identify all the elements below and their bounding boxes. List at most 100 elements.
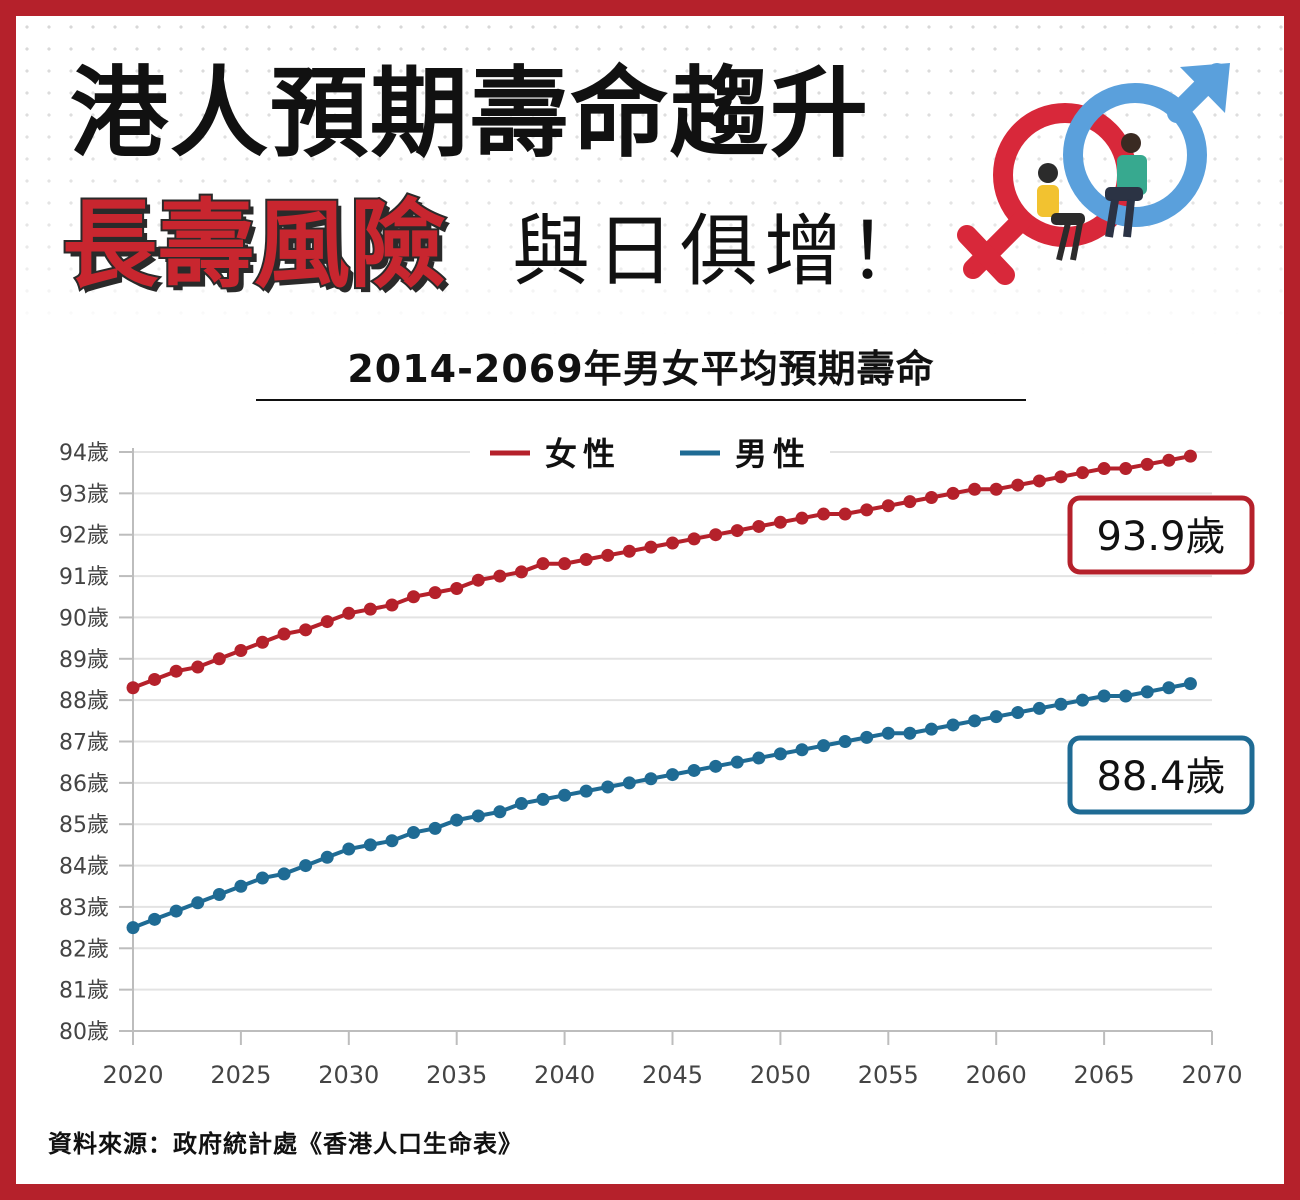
data-point-male bbox=[579, 784, 593, 798]
data-point-female bbox=[1140, 457, 1154, 471]
data-point-male bbox=[838, 735, 852, 748]
man-figure-icon bbox=[1105, 133, 1147, 238]
gender-symbol-illustration-icon bbox=[957, 63, 1230, 285]
end-value-label: 93.9歲 bbox=[1096, 514, 1225, 560]
data-point-female bbox=[126, 681, 140, 695]
data-point-female bbox=[795, 511, 809, 525]
data-point-male bbox=[363, 838, 377, 852]
data-point-female bbox=[644, 540, 658, 554]
end-value-callout-box bbox=[1067, 495, 1255, 575]
woman-figure-icon bbox=[1037, 163, 1085, 261]
data-point-male bbox=[709, 759, 723, 773]
x-tick-label: 2040 bbox=[534, 1061, 595, 1089]
data-point-male bbox=[752, 751, 766, 765]
data-point-female bbox=[471, 573, 485, 587]
x-tick-label: 2020 bbox=[102, 1061, 163, 1089]
y-tick-label: 80歲 bbox=[59, 1020, 109, 1045]
data-point-male bbox=[320, 850, 334, 864]
y-tick-label: 85歲 bbox=[59, 813, 109, 838]
data-point-male bbox=[1011, 706, 1025, 720]
x-tick-label: 2070 bbox=[1181, 1061, 1242, 1089]
data-point-female bbox=[536, 557, 550, 571]
data-point-female bbox=[1032, 474, 1046, 488]
data-point-male bbox=[1032, 701, 1046, 715]
data-point-female bbox=[1119, 462, 1133, 476]
data-point-male bbox=[622, 776, 636, 790]
data-point-male bbox=[795, 743, 809, 757]
y-tick-label: 93歲 bbox=[59, 482, 109, 507]
data-point-female bbox=[838, 507, 852, 521]
data-point-male bbox=[881, 726, 895, 740]
data-point-female bbox=[169, 664, 183, 678]
data-point-female bbox=[989, 482, 1003, 496]
data-point-male bbox=[342, 842, 356, 856]
data-point-male bbox=[1162, 681, 1176, 695]
data-point-female bbox=[1162, 453, 1176, 467]
data-point-female bbox=[860, 503, 874, 517]
data-point-male bbox=[126, 921, 140, 935]
data-point-male bbox=[989, 710, 1003, 724]
data-point-male bbox=[730, 755, 744, 769]
data-point-female bbox=[493, 569, 507, 583]
data-point-male bbox=[644, 772, 658, 786]
data-point-female bbox=[666, 536, 679, 550]
data-point-female bbox=[277, 627, 291, 641]
chart-title: 2014-2069年男女平均預期壽命 bbox=[256, 338, 1026, 401]
data-point-female bbox=[1054, 470, 1068, 484]
data-point-female bbox=[1011, 478, 1025, 492]
data-point-male bbox=[299, 859, 313, 873]
data-point-female bbox=[946, 486, 960, 500]
data-point-female bbox=[450, 581, 464, 595]
data-point-male bbox=[903, 726, 917, 740]
data-point-female bbox=[924, 490, 938, 504]
data-point-female bbox=[817, 507, 831, 521]
data-point-male bbox=[493, 805, 507, 819]
data-point-female bbox=[428, 586, 442, 600]
data-point-male bbox=[687, 763, 701, 777]
legend-label: 男性 bbox=[735, 435, 811, 473]
data-point-male bbox=[169, 904, 183, 918]
data-point-female bbox=[1076, 466, 1090, 480]
x-tick-label: 2060 bbox=[966, 1061, 1027, 1089]
male-symbol-icon bbox=[1063, 83, 1207, 227]
x-tick-label: 2030 bbox=[318, 1061, 379, 1089]
data-point-female bbox=[687, 532, 701, 546]
y-tick-label: 83歲 bbox=[59, 896, 109, 921]
y-tick-label: 92歲 bbox=[59, 524, 109, 549]
legend-label: 女性 bbox=[545, 435, 621, 473]
data-point-female bbox=[730, 524, 744, 538]
data-point-female bbox=[558, 557, 572, 571]
data-point-male bbox=[1054, 697, 1068, 711]
data-point-female bbox=[752, 519, 766, 533]
data-point-female bbox=[773, 515, 787, 529]
data-point-female bbox=[881, 499, 895, 513]
data-point-male bbox=[212, 888, 226, 902]
data-point-male bbox=[924, 722, 938, 736]
y-tick-label: 89歲 bbox=[59, 648, 109, 673]
y-tick-label: 81歲 bbox=[59, 979, 109, 1004]
data-point-female bbox=[148, 672, 162, 686]
data-point-male bbox=[234, 879, 248, 893]
data-point-female bbox=[579, 553, 593, 567]
x-tick-label: 2035 bbox=[426, 1061, 487, 1089]
data-point-male bbox=[450, 813, 464, 827]
data-point-female bbox=[385, 598, 399, 612]
y-tick-label: 90歲 bbox=[59, 606, 109, 631]
x-tick-label: 2055 bbox=[858, 1061, 919, 1089]
data-point-female bbox=[514, 565, 528, 579]
data-point-female bbox=[903, 495, 917, 509]
data-point-female bbox=[299, 623, 313, 637]
series-line-male bbox=[132, 681, 1191, 930]
data-point-male bbox=[1097, 689, 1111, 703]
data-point-male bbox=[428, 821, 442, 835]
data-point-male bbox=[536, 792, 550, 806]
data-point-female bbox=[255, 635, 269, 649]
data-point-female bbox=[212, 652, 226, 666]
data-point-female bbox=[363, 602, 377, 616]
data-point-male bbox=[255, 871, 269, 885]
data-point-male bbox=[773, 747, 787, 761]
x-tick-label: 2065 bbox=[1074, 1061, 1135, 1089]
data-point-male bbox=[277, 867, 291, 881]
data-point-male bbox=[148, 912, 162, 926]
data-point-male bbox=[1119, 689, 1133, 703]
